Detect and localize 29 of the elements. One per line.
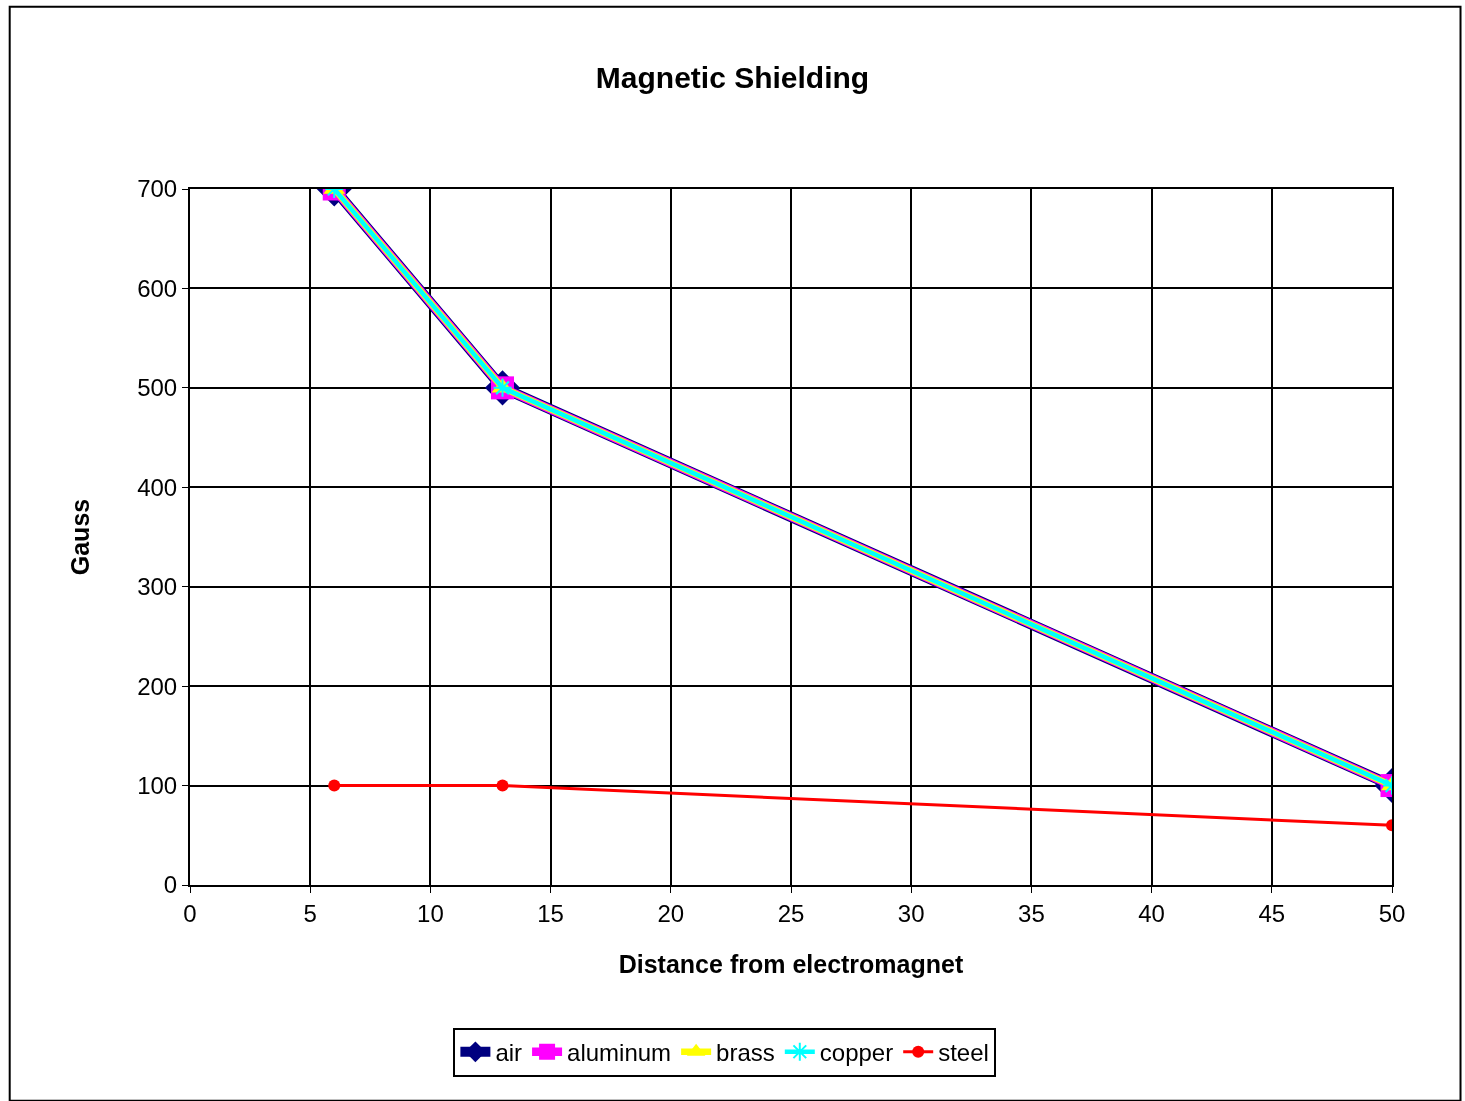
legend-label: aluminum bbox=[567, 1039, 672, 1067]
y-tick-label: 100 bbox=[137, 771, 178, 799]
y-tick-label: 500 bbox=[137, 374, 178, 402]
x-tick-label: 50 bbox=[1378, 899, 1406, 927]
y-axis-title: Gauss bbox=[66, 498, 95, 576]
x-tick-label: 35 bbox=[1018, 899, 1045, 927]
legend-label: copper bbox=[819, 1039, 894, 1067]
x-tick-label: 10 bbox=[417, 899, 444, 927]
x-tick-label: 25 bbox=[777, 899, 805, 927]
y-tick-label: 600 bbox=[137, 274, 178, 302]
y-tick-label: 300 bbox=[137, 573, 178, 601]
x-tick-label: 0 bbox=[183, 899, 197, 927]
y-tick-label: 400 bbox=[137, 473, 178, 501]
y-tick-label: 200 bbox=[137, 672, 178, 700]
x-axis-title: Distance from electromagnet bbox=[618, 950, 964, 979]
legend-label: air bbox=[495, 1039, 523, 1067]
x-tick-label: 5 bbox=[303, 899, 317, 927]
x-tick-label: 20 bbox=[657, 899, 685, 927]
legend-label: steel bbox=[938, 1039, 989, 1067]
chart-title: Magnetic Shielding bbox=[595, 60, 870, 94]
y-tick-label: 0 bbox=[163, 871, 178, 899]
x-tick-label: 15 bbox=[537, 899, 564, 927]
legend-label: brass bbox=[716, 1039, 775, 1067]
x-tick-label: 40 bbox=[1138, 899, 1165, 927]
x-tick-label: 30 bbox=[897, 899, 925, 927]
y-tick-label: 700 bbox=[137, 175, 178, 203]
point bbox=[328, 779, 341, 792]
point bbox=[496, 779, 509, 792]
x-tick-label: 45 bbox=[1258, 899, 1286, 927]
